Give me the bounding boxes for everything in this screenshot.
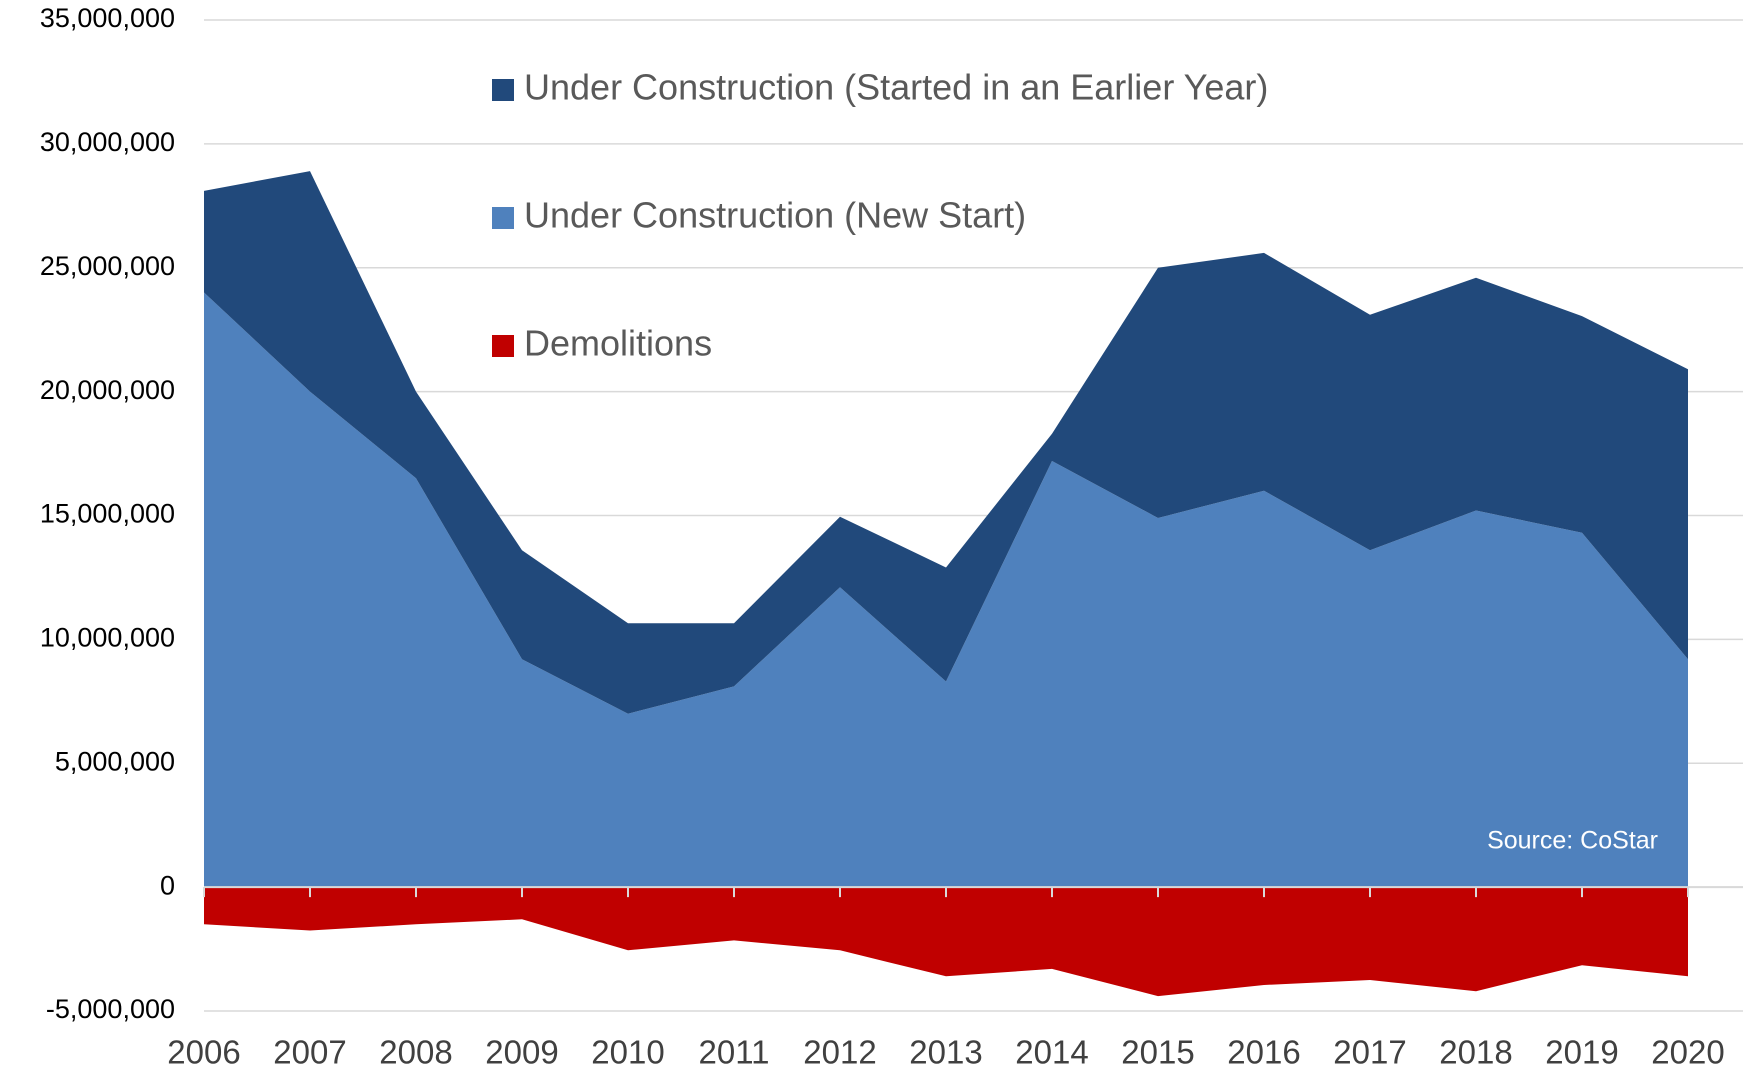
y-tick-label: 35,000,000 <box>40 3 175 33</box>
x-tick-label: 2008 <box>379 1034 452 1071</box>
area <box>204 171 1688 714</box>
y-tick-label: 20,000,000 <box>40 375 175 405</box>
legend-swatch <box>492 207 514 229</box>
legend-swatch <box>492 79 514 101</box>
x-tick-label: 2007 <box>273 1034 346 1071</box>
legend-label: Under Construction (New Start) <box>524 195 1026 236</box>
area <box>204 887 1688 997</box>
x-tick-label: 2014 <box>1015 1034 1088 1071</box>
y-tick-label: -5,000,000 <box>46 994 175 1024</box>
source-note: Source: CoStar <box>1487 827 1658 855</box>
x-tick-label: 2020 <box>1651 1034 1724 1071</box>
y-tick-label: 15,000,000 <box>40 499 175 529</box>
x-tick-label: 2018 <box>1439 1034 1512 1071</box>
areas <box>204 171 1688 997</box>
x-tick-label: 2011 <box>699 1034 770 1071</box>
legend-swatch <box>492 335 514 357</box>
area <box>204 292 1688 888</box>
y-tick-label: 0 <box>160 870 175 900</box>
axes: -5,000,000 0 5,000,000 10,000,000 15,000,000… <box>40 3 1743 1071</box>
x-tick-label: 2009 <box>485 1034 558 1071</box>
legend-label: Under Construction (Started in an Earlie… <box>524 67 1268 108</box>
x-tick-label: 2010 <box>591 1034 664 1071</box>
x-tick-label: 2017 <box>1333 1034 1406 1071</box>
x-tick-label: 2015 <box>1121 1034 1194 1071</box>
x-tick-label: 2013 <box>909 1034 982 1071</box>
y-tick-label: 25,000,000 <box>40 251 175 281</box>
y-tick-label: 5,000,000 <box>55 746 175 776</box>
y-tick-label: 10,000,000 <box>40 623 175 653</box>
legend-label: Demolitions <box>524 323 712 364</box>
x-tick-label: 2006 <box>167 1034 240 1071</box>
y-tick-label: 30,000,000 <box>40 127 175 157</box>
x-tick-label: 2012 <box>803 1034 876 1071</box>
x-tick-label: 2016 <box>1227 1034 1300 1071</box>
x-tick-label: 2019 <box>1545 1034 1618 1071</box>
